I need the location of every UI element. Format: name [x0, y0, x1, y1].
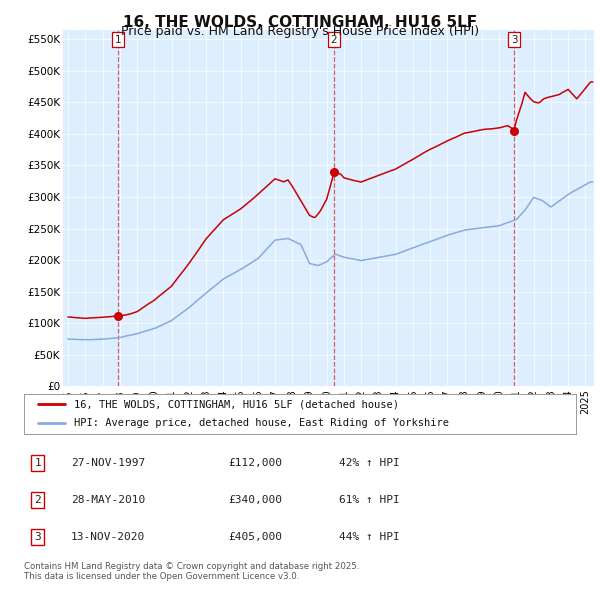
- Text: £340,000: £340,000: [228, 495, 282, 505]
- Text: £112,000: £112,000: [228, 458, 282, 468]
- Text: Price paid vs. HM Land Registry's House Price Index (HPI): Price paid vs. HM Land Registry's House …: [121, 25, 479, 38]
- Text: 28-MAY-2010: 28-MAY-2010: [71, 495, 145, 505]
- Text: 2: 2: [34, 495, 41, 505]
- Text: 1: 1: [115, 35, 121, 45]
- Text: HPI: Average price, detached house, East Riding of Yorkshire: HPI: Average price, detached house, East…: [74, 418, 449, 428]
- Text: 1: 1: [34, 458, 41, 468]
- Text: 42% ↑ HPI: 42% ↑ HPI: [338, 458, 400, 468]
- Text: 3: 3: [511, 35, 517, 45]
- Text: 44% ↑ HPI: 44% ↑ HPI: [338, 532, 400, 542]
- Text: 16, THE WOLDS, COTTINGHAM, HU16 5LF: 16, THE WOLDS, COTTINGHAM, HU16 5LF: [123, 15, 477, 30]
- Text: 2: 2: [331, 35, 337, 45]
- Text: 13-NOV-2020: 13-NOV-2020: [71, 532, 145, 542]
- Text: £405,000: £405,000: [228, 532, 282, 542]
- Text: Contains HM Land Registry data © Crown copyright and database right 2025.
This d: Contains HM Land Registry data © Crown c…: [24, 562, 359, 581]
- Text: 61% ↑ HPI: 61% ↑ HPI: [338, 495, 400, 505]
- Text: 16, THE WOLDS, COTTINGHAM, HU16 5LF (detached house): 16, THE WOLDS, COTTINGHAM, HU16 5LF (det…: [74, 399, 398, 409]
- Text: 27-NOV-1997: 27-NOV-1997: [71, 458, 145, 468]
- Text: 3: 3: [34, 532, 41, 542]
